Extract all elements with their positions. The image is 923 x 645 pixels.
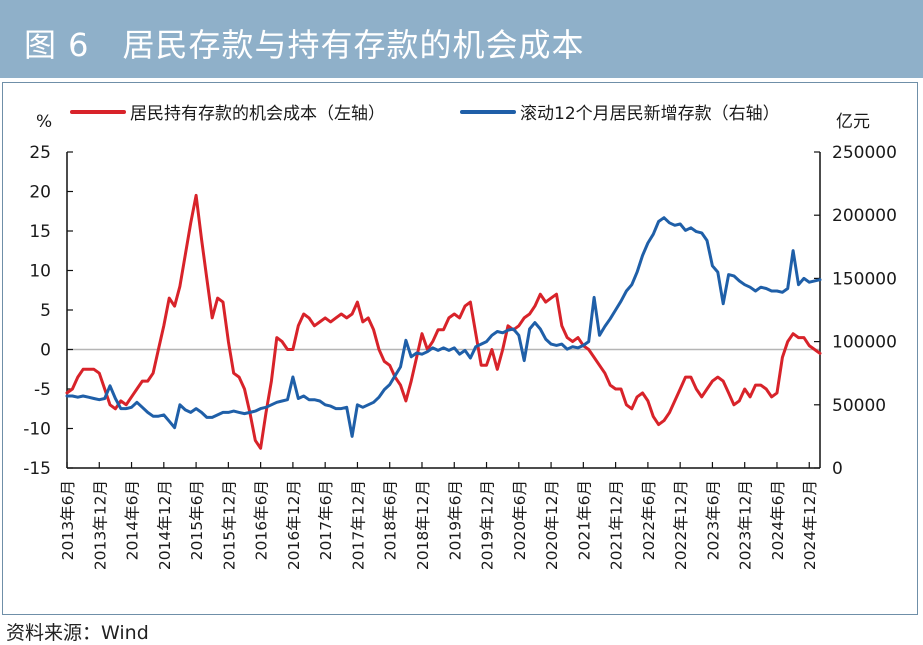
x-tick-label: 2015年6月 [188,480,206,560]
left-tick-label: -15 [23,459,51,479]
x-tick-label: 2016年12月 [285,480,303,570]
x-tick-label: 2017年6月 [317,480,335,560]
left-tick-label: -10 [23,420,51,440]
source-note: 资料来源：Wind [6,622,149,644]
right-tick-label: 100000 [832,333,897,353]
x-tick-label: 2017年12月 [349,480,367,570]
left-tick-label: 0 [40,341,51,361]
x-tick-label: 2021年6月 [575,480,593,560]
x-tick-label: 2023年12月 [737,480,755,570]
figure-title: 图 6 居民存款与持有存款的机会成本 [24,26,585,64]
x-tick-label: 2016年6月 [253,480,271,560]
x-tick-label: 2019年6月 [446,480,464,560]
legend-label-red: 居民持有存款的机会成本（左轴） [130,104,385,124]
title-bar: 图 6 居民存款与持有存款的机会成本 [0,0,923,78]
x-tick-label: 2013年6月 [59,480,77,560]
right-tick-label: 50000 [832,396,886,416]
x-tick-label: 2020年6月 [511,480,529,560]
left-tick-label: 15 [29,222,51,242]
x-tick-label: 2024年12月 [801,480,819,570]
x-tick-label: 2018年12月 [414,480,432,570]
x-tick-label: 2020年12月 [543,480,561,570]
right-axis-unit: 亿元 [836,112,870,132]
right-tick-label: 250000 [832,143,897,163]
left-tick-label: 5 [40,301,51,321]
series-line-new-deposits [65,216,822,438]
left-tick-label: 20 [29,183,51,203]
x-tick-label: 2024年6月 [769,480,787,560]
left-tick-label: 25 [29,143,51,163]
right-tick-label: 150000 [832,269,897,289]
x-tick-label: 2019年12月 [479,480,497,570]
x-tick-label: 2014年6月 [124,480,142,560]
left-axis-unit: % [36,112,52,132]
x-tick-label: 2013年12月 [91,480,109,570]
x-tick-label: 2018年6月 [382,480,400,560]
left-tick-label: 10 [29,262,51,282]
right-tick-label: 200000 [832,206,897,226]
left-tick-label: -5 [34,380,51,400]
line-chart: -15 -10 -5 0 5 10 15 20 25% 0 50000 100000 150000 200… [23,104,897,570]
chart-frame [2,82,918,615]
x-tick-label: 2014年12月 [156,480,174,570]
x-tick-label: 2015年12月 [220,480,238,570]
right-tick-label: 0 [832,459,843,479]
x-tick-label: 2021年12月 [608,480,626,570]
series-line-opportunity-cost [65,193,822,450]
x-tick-label: 2022年12月 [672,480,690,570]
x-tick-label: 2022年6月 [640,480,658,560]
x-tick-label: 2023年6月 [704,480,722,560]
legend-label-blue: 滚动12个月居民新增存款（右轴） [520,104,780,124]
